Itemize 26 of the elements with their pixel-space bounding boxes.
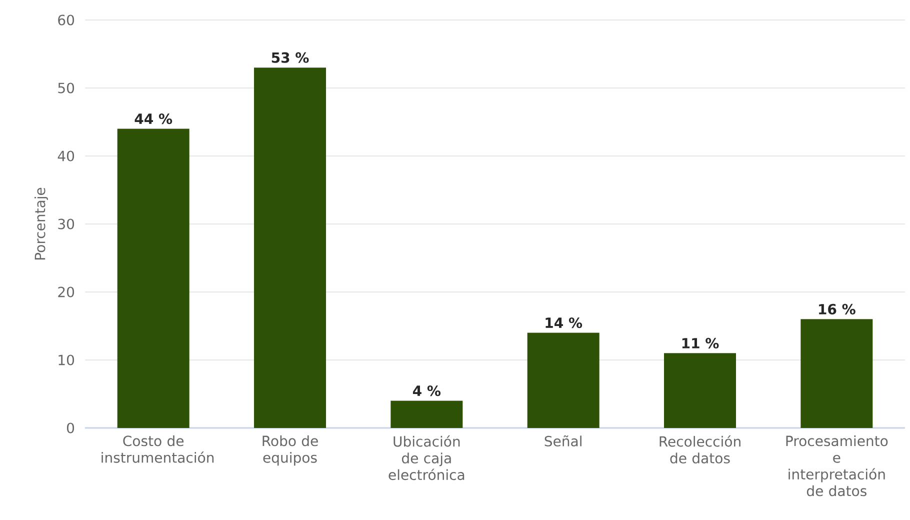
x-tick-label: Procesamiento e interpretación de datos — [786, 435, 888, 496]
bar — [254, 68, 326, 428]
x-tick-label: Recolección de datos — [660, 435, 740, 464]
y-tick-label: 0 — [66, 422, 74, 434]
x-tick-label: Ubicación de caja electrónica — [388, 435, 464, 480]
x-tick-label: Robo de equipos — [262, 435, 318, 466]
y-axis-title: Porcentaje — [34, 188, 48, 260]
bar — [527, 332, 600, 428]
y-tick-label: 30 — [58, 218, 74, 230]
data-label: 11 % — [682, 338, 719, 348]
data-label: 16 % — [819, 304, 856, 314]
bar — [390, 400, 463, 428]
bar — [800, 319, 873, 428]
y-tick-label: 10 — [58, 354, 74, 366]
y-tick-label: 40 — [58, 150, 74, 162]
bar — [117, 128, 190, 428]
x-tick-label: Costo de instrumentación — [102, 435, 214, 463]
bar — [664, 353, 736, 428]
y-tick-label: 20 — [58, 286, 74, 298]
x-tick-label: Señal — [544, 435, 582, 446]
data-label: 14 % — [546, 317, 582, 328]
data-label: 53 % — [272, 52, 309, 63]
data-label: 4 % — [412, 385, 441, 396]
y-tick-label: 50 — [58, 82, 74, 94]
y-tick-label: 60 — [58, 14, 74, 26]
data-label: 44 % — [134, 113, 172, 124]
